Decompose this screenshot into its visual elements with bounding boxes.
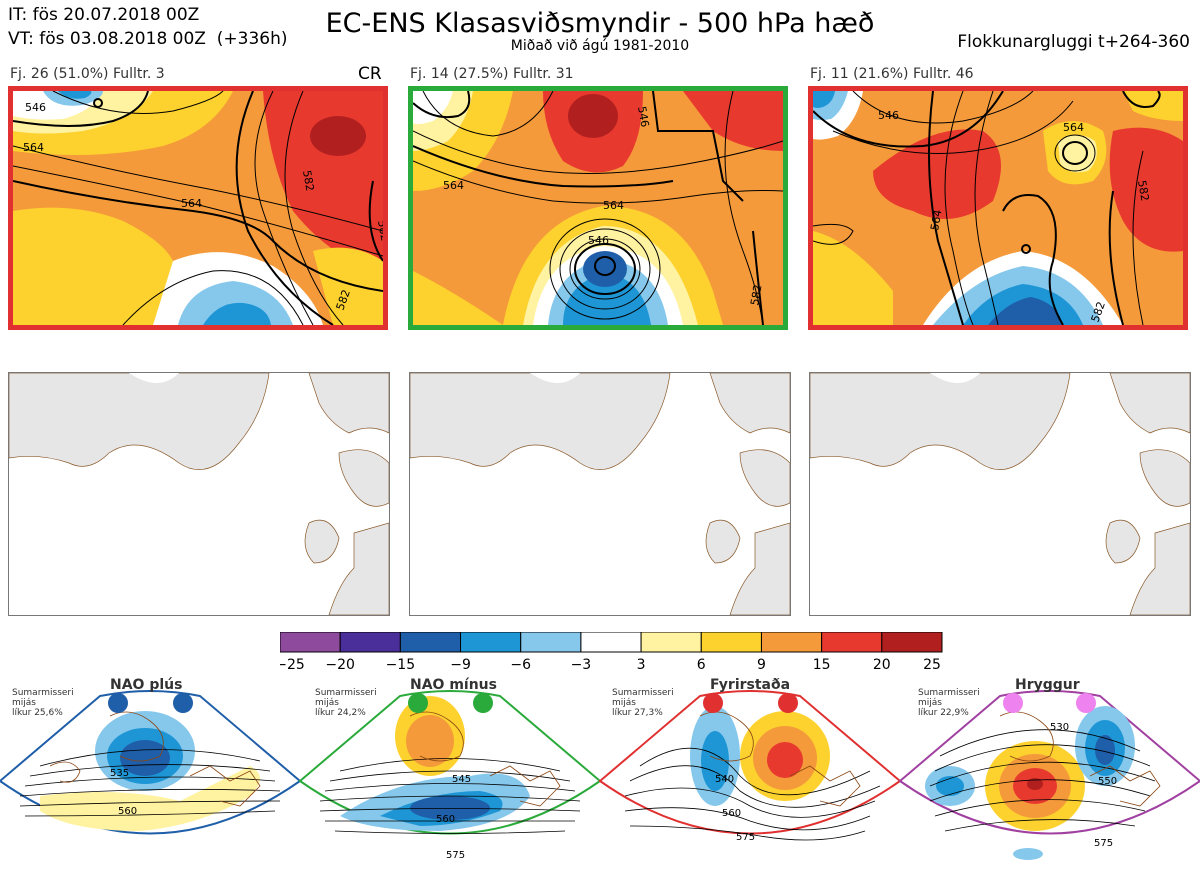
regime-3-dot-b: [778, 693, 798, 713]
cluster-2-contour-label-c: 546: [588, 234, 609, 247]
regime-ridge: 530 550 575: [898, 690, 1200, 860]
colorbar-segment: [399, 631, 462, 653]
cluster-2-contour-label-b: 564: [443, 179, 464, 192]
cluster-1-contour-label-a: 546: [25, 101, 46, 114]
colorbar-segment: [279, 631, 341, 653]
regime-4-name: Hryggur: [1015, 677, 1080, 693]
regime-3-label-a: 540: [715, 774, 734, 785]
regime-4-label-a: 530: [1050, 722, 1069, 733]
regime-4-climate: Sumarmisseri mijás líkur 22,9%: [918, 688, 980, 718]
initial-time: IT: fös 20.07.2018 00Z: [8, 5, 200, 25]
cluster-2-map: 546 564 546 564 582: [408, 86, 788, 330]
regime-4-dot-a: [1003, 693, 1023, 713]
regime-1-climate: Sumarmisseri mijás líkur 25,6%: [12, 688, 74, 718]
regime-2-label-a: 545: [452, 774, 471, 785]
colorbar-svg: −25 −20 −15 −9 −6 −3 3 6 9 15 20 25: [275, 631, 943, 673]
regime-nao-minus: 545 560 575: [298, 690, 602, 861]
basemap-2: [409, 372, 791, 616]
cluster-1-caption: Fj. 26 (51.0%) Fulltr. 3: [10, 66, 165, 82]
colorbar-tick-label: −3: [571, 657, 592, 672]
chart-subtitle: Miðað við ágú 1981-2010: [510, 38, 690, 54]
regime-4-dot-b: [1076, 693, 1096, 713]
regime-4-label-c: 575: [1094, 838, 1113, 849]
colorbar-segment: [821, 631, 883, 653]
colorbar-tick-label: −6: [510, 657, 531, 672]
cluster-3-contour-label-a: 546: [878, 109, 899, 122]
colorbar-segment: [339, 631, 401, 653]
cluster-1-map: 546 564 564 582 582 582: [8, 86, 388, 330]
regime-svg: 535 560 545 560 575: [0, 690, 1200, 861]
colorbar-segment: [520, 631, 582, 653]
basemap-3: [809, 372, 1191, 616]
colorbar-tick-label: −20: [325, 657, 355, 672]
basemap-1: [8, 372, 390, 616]
classification-window: Flokkunargluggi t+264-360: [957, 32, 1190, 52]
regime-1-dot-b: [173, 693, 193, 713]
colorbar-tick-label: 15: [813, 657, 831, 672]
regime-1-name: NAO plús: [110, 677, 183, 693]
regime-2-dot-a: [408, 693, 428, 713]
cluster-2-caption: Fj. 14 (27.5%) Fulltr. 31: [410, 66, 574, 82]
regime-2-name: NAO mínus: [410, 677, 497, 693]
cluster-1-tag: CR: [358, 64, 382, 84]
cluster-2-contour-label-e: 582: [748, 284, 764, 307]
regime-blocking: 540 560 575: [598, 690, 902, 843]
colorbar-tick-label: 3: [637, 657, 646, 672]
colorbar-tick-label: 6: [697, 657, 706, 672]
chart-title: EC-ENS Klasasviðsmyndir - 500 hPa hæð: [325, 8, 875, 39]
regime-1-label-b: 560: [118, 806, 137, 817]
regime-4-label-b: 550: [1098, 776, 1117, 787]
colorbar-segment: [580, 631, 642, 653]
cluster-2-contour-label-d: 564: [603, 199, 624, 212]
regime-3-label-c: 575: [736, 832, 755, 843]
regime-3-climate: Sumarmisseri mijás líkur 27,3%: [612, 688, 674, 718]
colorbar-segment: [460, 631, 522, 653]
valid-time: VT: fös 03.08.2018 00Z (+336h): [8, 29, 288, 49]
cluster-3-contour-label-c: 564: [928, 209, 944, 232]
regime-3-dot-a: [703, 693, 723, 713]
cluster-1-contour-label-d: 582: [300, 169, 316, 192]
cluster-3-contour-label-b: 564: [1063, 121, 1084, 134]
colorbar: −25 −20 −15 −9 −6 −3 3 6 9 15 20 25: [275, 631, 943, 673]
cluster-3-map: 546 564 564 582 582: [808, 86, 1188, 330]
colorbar-segment: [881, 631, 943, 653]
cluster-3-contour-label-d: 582: [1135, 179, 1151, 202]
cluster-3-caption: Fj. 11 (21.6%) Fulltr. 46: [810, 66, 974, 82]
regime-3-name: Fyrirstaða: [710, 677, 791, 693]
cluster-1-contour-label-e: 582: [375, 219, 383, 242]
colorbar-tick-label: −25: [280, 657, 305, 672]
colorbar-segment: [760, 631, 823, 653]
colorbar-segment: [640, 631, 702, 653]
regime-2-climate: Sumarmisseri mijás líkur 24,2%: [315, 688, 377, 718]
regime-2-label-b: 560: [436, 814, 455, 825]
colorbar-segment: [700, 631, 762, 653]
regime-3-label-b: 560: [722, 808, 741, 819]
regime-2-label-c: 575: [446, 850, 465, 861]
colorbar-tick-label: 25: [923, 657, 941, 672]
cluster-1-contour-label-c: 564: [181, 197, 202, 210]
colorbar-tick-label: −9: [450, 657, 471, 672]
colorbar-tick-label: 20: [873, 657, 891, 672]
regime-nao-plus: 535 560: [0, 690, 302, 835]
regime-1-label-a: 535: [110, 768, 129, 779]
regime-panels: 535 560 545 560 575: [0, 686, 1200, 871]
colorbar-tick-label: 9: [757, 657, 766, 672]
colorbar-tick-label: −15: [386, 657, 416, 672]
regime-2-dot-b: [473, 693, 493, 713]
cluster-2-contour-label-a: 546: [635, 105, 651, 128]
regime-1-dot-a: [108, 693, 128, 713]
cluster-1-contour-label-b: 564: [23, 141, 44, 154]
